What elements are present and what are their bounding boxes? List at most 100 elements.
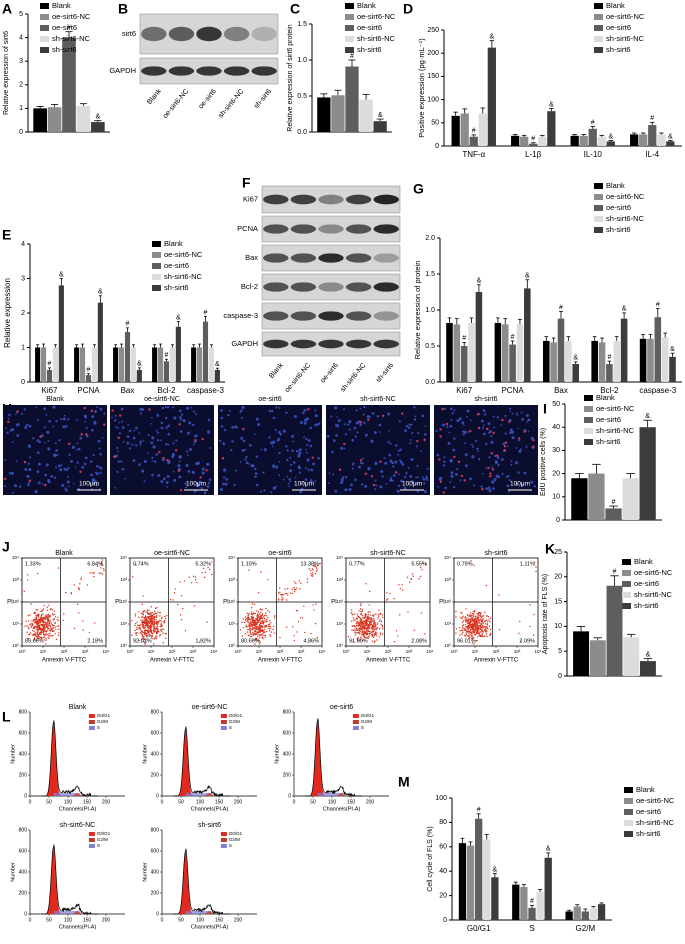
y-axis-label: Number (142, 862, 148, 882)
blot-band (263, 253, 288, 262)
nucleus (240, 437, 243, 440)
nucleus (195, 413, 197, 415)
event (490, 633, 491, 634)
event (269, 624, 270, 625)
bar (452, 116, 460, 146)
nucleus (139, 440, 142, 443)
bar (520, 137, 528, 146)
event (37, 623, 38, 624)
nucleus (500, 424, 502, 426)
event (257, 634, 258, 635)
nucleus (129, 447, 131, 449)
x-tick-label: 10² (493, 649, 500, 654)
edu-cell (504, 445, 506, 447)
y-tick-label: 800 (151, 827, 160, 833)
nucleus (421, 414, 424, 417)
nucleus (65, 425, 68, 428)
event (252, 627, 253, 628)
nucleus (521, 418, 524, 421)
nucleus (411, 432, 413, 434)
event (39, 619, 40, 620)
event (253, 618, 254, 619)
legend-swatch (89, 844, 95, 848)
nucleus (12, 441, 14, 443)
event (54, 626, 55, 627)
error-bar (60, 279, 63, 286)
plot-title: sh-sirt6-NC (60, 822, 95, 829)
event (141, 631, 142, 632)
event (481, 633, 482, 634)
event (477, 630, 478, 631)
y-tick-label: 10² (444, 599, 451, 604)
event (50, 620, 51, 621)
nucleus (36, 407, 38, 409)
blot-band (346, 282, 371, 291)
plot-title: sh-sirt6 (198, 822, 221, 829)
lane-label: sh-sirt6 (253, 88, 273, 110)
error-bar (192, 345, 195, 348)
event (312, 604, 313, 605)
edu-cell (365, 473, 367, 475)
panel-letter: F (242, 175, 251, 191)
event (80, 579, 81, 580)
nucleus (304, 422, 307, 425)
nucleus (443, 464, 445, 466)
nucleus (488, 422, 491, 425)
nucleus (187, 432, 190, 435)
legend-label: sh-sirt6-NC (596, 426, 635, 435)
nucleus (471, 455, 474, 458)
legend-swatch (622, 592, 631, 598)
plot-title: oe-sirt6-NC (154, 550, 190, 557)
event (48, 628, 49, 629)
nucleus (118, 460, 120, 462)
nucleus (45, 414, 47, 416)
event (143, 627, 144, 628)
x-tick-label: 150 (83, 917, 92, 923)
nucleus (493, 416, 495, 418)
bar (640, 339, 647, 382)
event (467, 629, 468, 630)
nucleus (399, 420, 401, 422)
event (40, 621, 41, 622)
edu-cell (489, 472, 491, 474)
nucleus (525, 446, 527, 448)
event (47, 607, 48, 608)
blot-band (346, 311, 371, 320)
y-tick-label: 200 (427, 50, 439, 57)
event (37, 573, 38, 574)
y-tick-label: 400 (151, 869, 160, 875)
event (355, 634, 356, 635)
legend-label: sh-sirt6-NC (606, 214, 645, 223)
nucleus (491, 481, 494, 484)
legend-swatch (594, 205, 603, 211)
y-tick-label: 60 (439, 844, 447, 851)
event (412, 573, 413, 574)
nucleus (55, 466, 57, 468)
nucleus (222, 483, 225, 486)
event (65, 592, 66, 593)
event (479, 625, 480, 626)
edu-cell (180, 489, 182, 491)
event (478, 612, 479, 613)
nucleus (517, 471, 519, 473)
nucleus (450, 407, 453, 410)
y-tick-label: 100 (427, 96, 439, 103)
event (148, 614, 149, 615)
event (370, 624, 371, 625)
event (367, 633, 368, 634)
event (135, 615, 136, 616)
nucleus (375, 479, 377, 481)
event (310, 570, 311, 571)
y-tick-label: 5 (19, 11, 23, 18)
y-tick-label: 30 (552, 447, 560, 454)
event (261, 621, 262, 622)
nucleus (283, 479, 285, 481)
event (486, 636, 487, 637)
event (36, 635, 37, 636)
event (142, 635, 143, 636)
nucleus (166, 486, 168, 488)
nucleus (398, 485, 400, 487)
event (376, 629, 377, 630)
event (274, 617, 275, 618)
event (381, 621, 382, 622)
